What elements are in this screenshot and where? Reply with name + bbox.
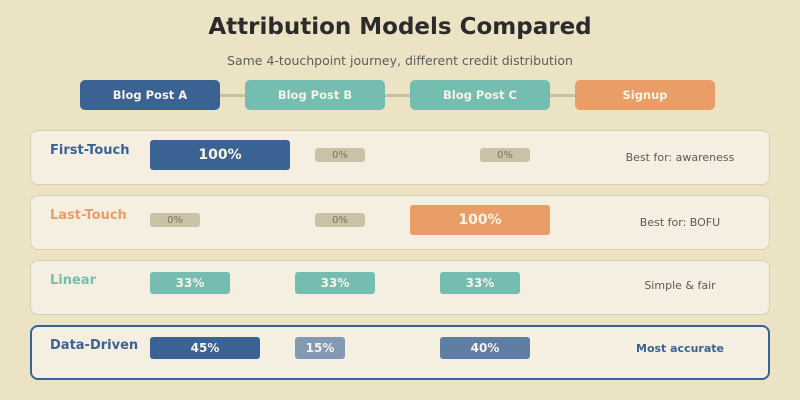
page-subtitle: Same 4-touchpoint journey, different cre… <box>227 53 573 68</box>
page-title: Attribution Models Compared <box>208 14 592 40</box>
model-panel-data-driven: Data-Driven <box>30 325 770 380</box>
model-name: Linear <box>50 273 96 288</box>
credit-bar-blog-post-c: 33% <box>440 272 520 294</box>
credit-bar-blog-post-b: 33% <box>295 272 375 294</box>
model-note: Simple & fair <box>644 279 716 292</box>
journey-connector <box>550 94 575 97</box>
model-note: Best for: BOFU <box>639 216 721 229</box>
credit-bar-blog-post-a: 45% <box>150 337 260 359</box>
credit-bar-blog-post-c: 40% <box>440 337 530 359</box>
model-note: Best for: awareness <box>625 151 735 164</box>
model-name: Last-Touch <box>50 208 127 223</box>
credit-bar-blog-post-a: 33% <box>150 272 230 294</box>
model-name: First-Touch <box>50 143 130 158</box>
journey-connector <box>385 94 410 97</box>
touchpoint-signup[interactable]: Signup <box>575 80 715 110</box>
model-name: Data-Driven <box>50 338 139 353</box>
credit-bar-blog-post-a: 0% <box>150 213 200 227</box>
journey-connector <box>220 94 245 97</box>
credit-bar-blog-post-b: 15% <box>295 337 345 359</box>
touchpoint-blog-post-b[interactable]: Blog Post B <box>245 80 385 110</box>
credit-bar-blog-post-a: 100% <box>150 140 290 170</box>
touchpoint-blog-post-c[interactable]: Blog Post C <box>410 80 550 110</box>
credit-bar-blog-post-c: 0% <box>480 148 530 162</box>
model-note: Most accurate <box>636 342 724 355</box>
credit-bar-blog-post-c: 100% <box>410 205 550 235</box>
credit-bar-blog-post-b: 0% <box>315 148 365 162</box>
credit-bar-blog-post-b: 0% <box>315 213 365 227</box>
touchpoint-blog-post-a[interactable]: Blog Post A <box>80 80 220 110</box>
